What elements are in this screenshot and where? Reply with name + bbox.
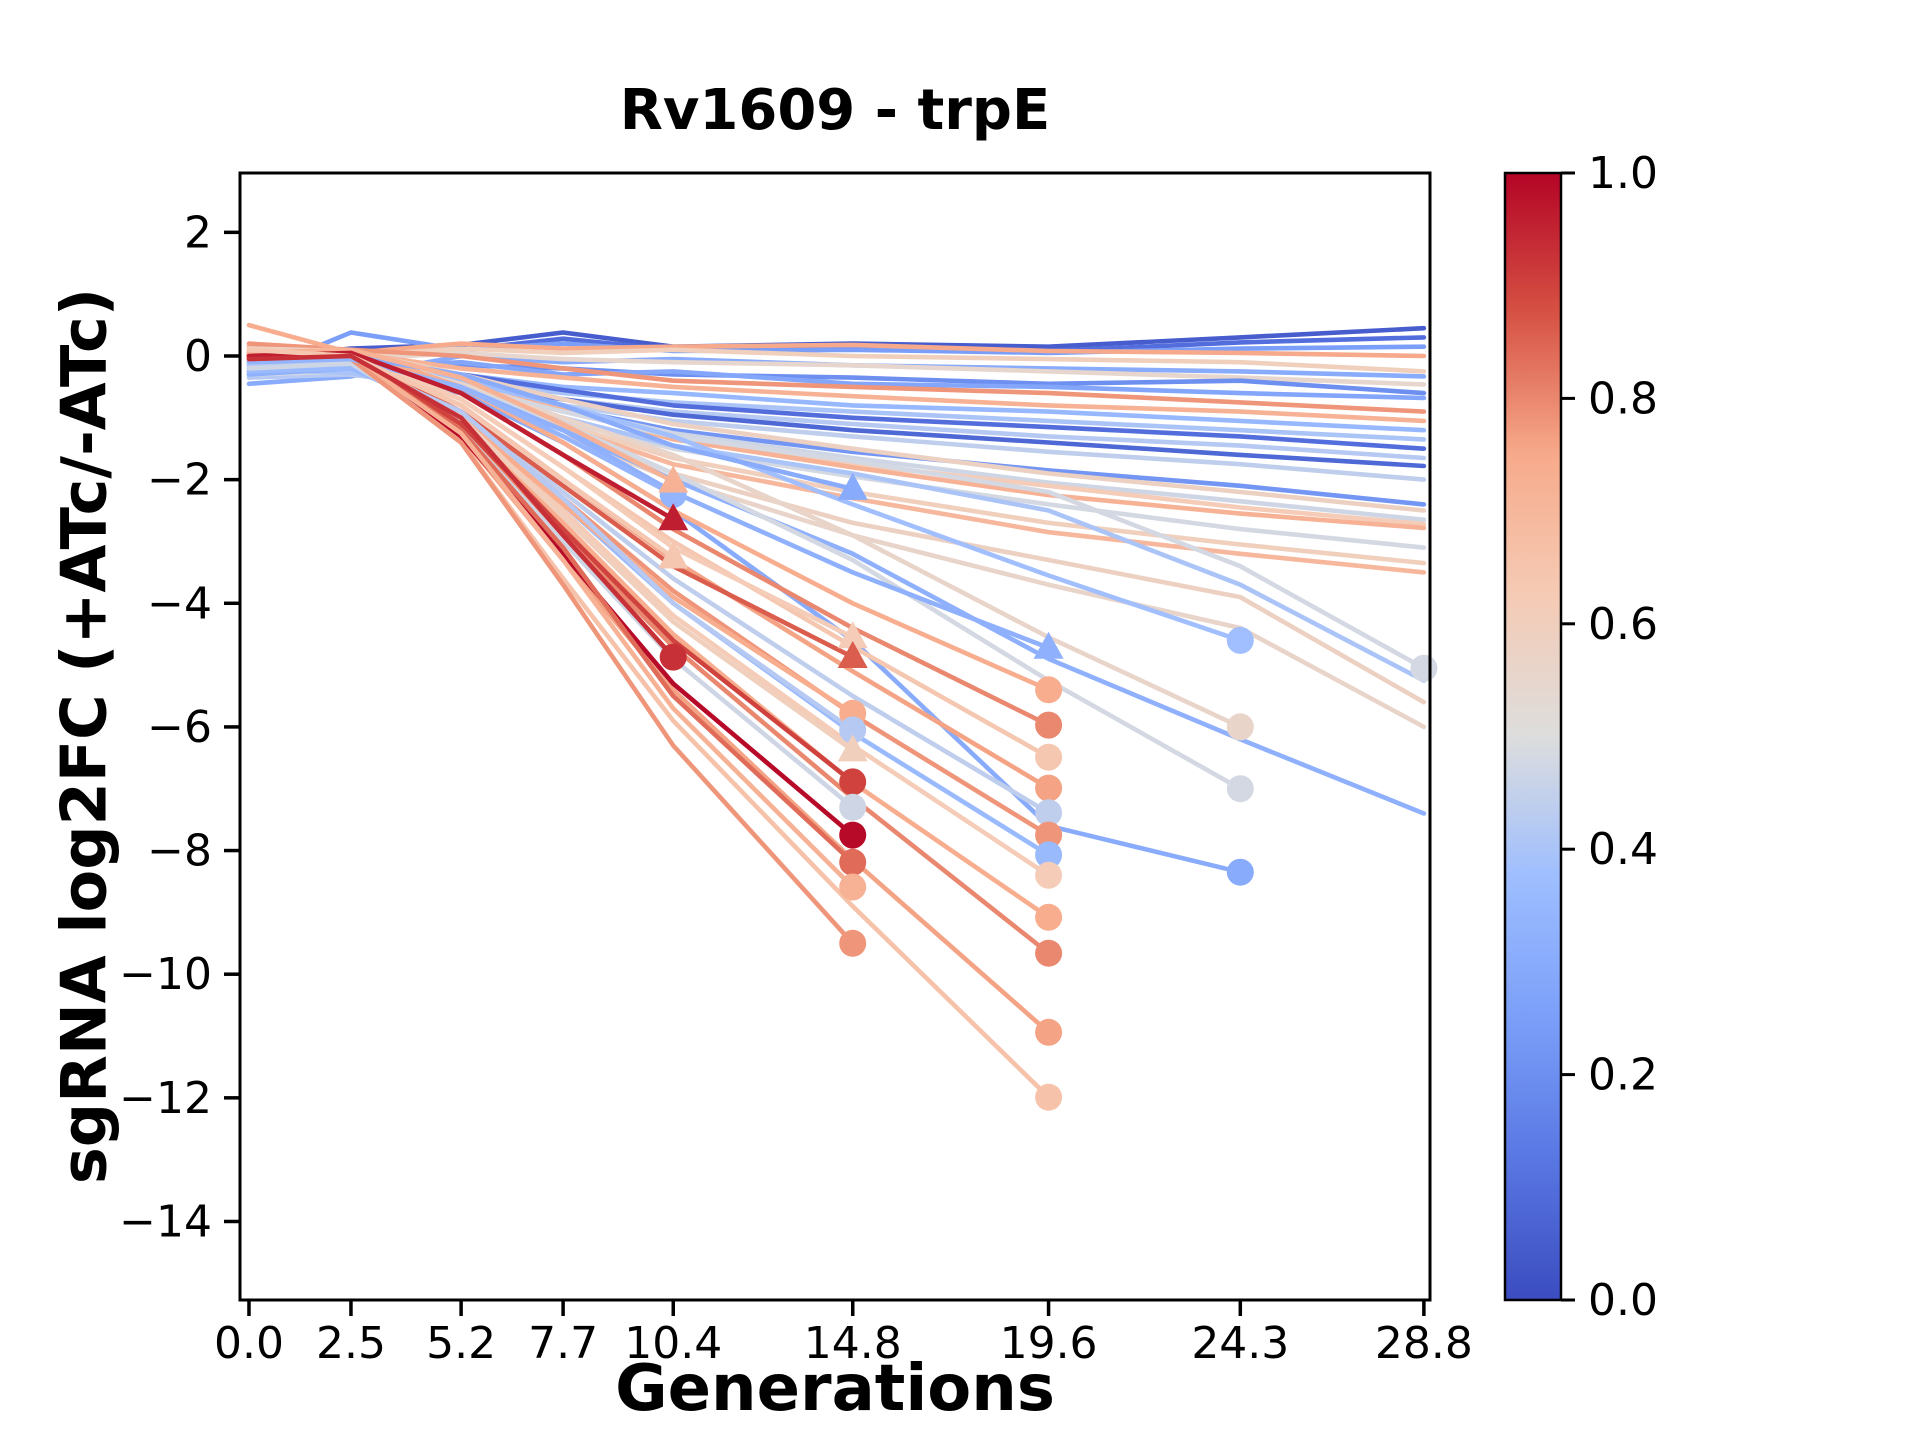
y-axis-label: sgRNA log2FC (+ATc/-ATc): [47, 287, 121, 1185]
x-axis-label: Generations: [615, 1352, 1055, 1426]
series-marker-circle: [1035, 711, 1063, 739]
colorbar-tick-label: 0.0: [1588, 1275, 1658, 1326]
series-marker-triangle: [837, 621, 868, 649]
colorbar-tick-label: 0.6: [1588, 599, 1658, 650]
series-marker-triangle: [1033, 631, 1064, 659]
x-tick-label: 19.6: [1000, 1318, 1098, 1369]
series-marker-circle: [1035, 743, 1063, 771]
series-marker-triangle: [837, 641, 868, 669]
series-marker-circle: [1035, 821, 1063, 849]
series-line: [246, 347, 676, 560]
series-marker-circle: [1035, 939, 1063, 967]
series-marker-circle: [839, 768, 867, 796]
series-marker-circle: [659, 643, 687, 671]
colorbar-tick-label: 0.4: [1588, 824, 1658, 875]
series-marker-circle: [1035, 1018, 1063, 1046]
series-marker-triangle: [658, 541, 689, 569]
series-marker-circle: [839, 821, 867, 849]
y-tick-label: −14: [119, 1196, 212, 1247]
series-marker-circle: [1226, 858, 1254, 886]
x-tick-label: 5.2: [426, 1318, 496, 1369]
series-marker-circle: [839, 929, 867, 957]
y-tick-label: −2: [147, 455, 212, 506]
series-marker-circle: [1035, 1083, 1063, 1111]
series-marker-circle: [1035, 903, 1063, 931]
series-marker-circle: [1226, 713, 1254, 741]
series-marker-circle: [839, 848, 867, 876]
x-tick-label: 28.8: [1375, 1318, 1473, 1369]
x-tick-label: 24.3: [1191, 1318, 1289, 1369]
series-marker-circle: [1226, 775, 1254, 803]
series-marker-circle: [839, 873, 867, 901]
series-marker-circle: [1226, 626, 1254, 654]
series-marker-triangle: [658, 503, 689, 531]
series-marker-circle: [1035, 676, 1063, 704]
x-tick-label: 0.0: [214, 1318, 284, 1369]
series-marker-triangle: [837, 472, 868, 500]
y-tick-label: 0: [184, 331, 212, 382]
y-tick-label: −8: [147, 826, 212, 877]
series-marker-circle: [1035, 799, 1063, 827]
y-tick-label: −12: [119, 1073, 212, 1124]
chart-title: Rv1609 - trpE: [619, 78, 1051, 143]
y-tick-label: −4: [147, 578, 212, 629]
series-line: [246, 356, 676, 497]
colorbar-gradient: [1505, 173, 1561, 1300]
series-line: [246, 347, 676, 484]
series-marker-circle: [1035, 861, 1063, 889]
y-tick-label: 2: [184, 207, 212, 258]
y-tick-label: −6: [147, 702, 212, 753]
series-marker-circle: [1035, 774, 1063, 802]
colorbar-border: [1503, 171, 1563, 1302]
x-tick-label: 10.4: [624, 1318, 722, 1369]
colorbar-tick-label: 0.2: [1588, 1050, 1658, 1101]
series-marker-circle: [839, 793, 867, 821]
series-marker-circle: [839, 716, 867, 744]
x-tick-label: 7.7: [528, 1318, 598, 1369]
series-line: [246, 341, 1427, 414]
x-tick-label: 14.8: [804, 1318, 902, 1369]
y-tick-label: −10: [119, 949, 212, 1000]
colorbar-tick-label: 0.8: [1588, 373, 1658, 424]
plot-border: [238, 171, 1432, 1302]
series-marker-circle: [1410, 654, 1438, 682]
series-marker-circle: [1035, 841, 1063, 869]
x-tick-label: 2.5: [316, 1318, 386, 1369]
series-marker-triangle: [658, 465, 689, 493]
series-marker-triangle: [837, 734, 868, 762]
colorbar-tick-label: 1.0: [1588, 148, 1658, 199]
series-line: [246, 353, 676, 660]
